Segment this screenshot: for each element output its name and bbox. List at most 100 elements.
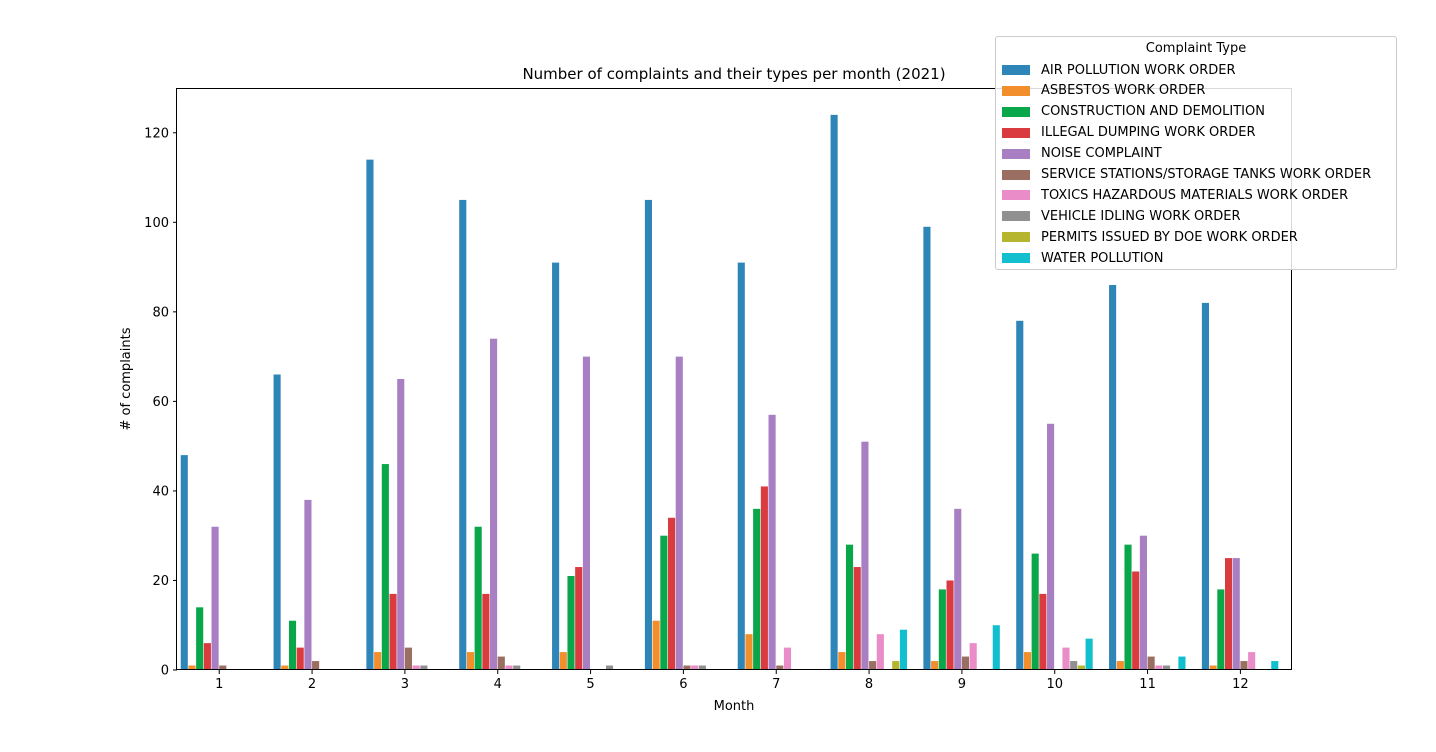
legend-item: PERMITS ISSUED BY DOE WORK ORDER (1002, 227, 1298, 247)
bar (374, 652, 382, 670)
bar (219, 665, 227, 670)
bar (845, 544, 854, 670)
bar (961, 656, 970, 670)
bar (946, 580, 954, 670)
bar (776, 665, 784, 670)
bar (861, 441, 869, 670)
bar (420, 665, 428, 670)
bar (1116, 661, 1124, 670)
bar (1109, 284, 1117, 670)
chart-title: Number of complaints and their types per… (522, 65, 945, 83)
bar (1031, 553, 1039, 670)
bar (1132, 571, 1140, 670)
legend-label: SERVICE STATIONS/STORAGE TANKS WORK ORDE… (1041, 167, 1372, 182)
bar (466, 652, 475, 670)
bar (180, 455, 188, 670)
bar (660, 535, 668, 670)
legend-swatch (1002, 169, 1030, 180)
legend-item: VEHICLE IDLING WORK ORDER (1002, 206, 1241, 226)
bar (1209, 665, 1217, 670)
legend-swatch (1002, 232, 1030, 243)
y-tick-label: 20 (152, 574, 169, 589)
bar (1047, 423, 1055, 670)
legend-swatch (1002, 106, 1030, 117)
bar (1248, 652, 1256, 670)
legend-label: ASBESTOS WORK ORDER (1041, 83, 1206, 99)
bar (1147, 656, 1155, 670)
bar (505, 665, 513, 670)
bar (838, 652, 846, 670)
bar (1023, 652, 1032, 670)
legend-label: CONSTRUCTION AND DEMOLITION (1041, 104, 1265, 120)
bar (459, 199, 467, 671)
bar (605, 665, 614, 670)
bar (490, 338, 498, 670)
y-tick-label: 60 (152, 395, 169, 410)
bar (683, 665, 691, 670)
plot-frame (176, 88, 1292, 670)
legend-item: ILLEGAL DUMPING WORK ORDER (1002, 123, 1256, 143)
legend-item: NOISE COMPLAINT (1002, 144, 1162, 164)
bar (1039, 593, 1047, 670)
bar (567, 575, 575, 670)
y-axis-ticks: 0 20 40 60 80 100 120 (144, 126, 177, 679)
x-tick-label: 2 (308, 677, 316, 692)
bar (497, 656, 505, 670)
legend-swatch (1002, 127, 1030, 138)
bar (691, 665, 699, 670)
bar (892, 661, 900, 670)
bar (1085, 638, 1093, 670)
legend-label: NOISE COMPLAINT (1041, 146, 1162, 162)
bar (304, 499, 312, 670)
legend-label: AIR POLLUTION WORK ORDER (1041, 62, 1236, 78)
bar (273, 374, 281, 670)
bar (211, 526, 219, 670)
bar (482, 593, 490, 670)
bar (1217, 589, 1225, 670)
bar (404, 647, 413, 670)
legend-item: SERVICE STATIONS/STORAGE TANKS WORK ORDE… (1002, 165, 1371, 185)
y-tick-label: 40 (152, 484, 169, 499)
x-tick-label: 8 (865, 677, 873, 692)
bar (281, 665, 289, 670)
bar (876, 634, 884, 670)
bar (366, 159, 374, 670)
y-tick-label: 0 (161, 664, 169, 679)
bar (969, 643, 977, 670)
bar (188, 665, 196, 670)
x-tick-label: 3 (401, 677, 409, 692)
bar (869, 661, 877, 670)
x-axis-label: Month (714, 699, 755, 714)
x-tick-label: 1 (215, 677, 223, 692)
bar (1178, 656, 1186, 670)
legend-swatch (1002, 65, 1030, 75)
legend-item: AIR POLLUTION WORK ORDER (1002, 60, 1235, 80)
bar (312, 661, 320, 670)
bar (1201, 302, 1209, 670)
bar (675, 356, 683, 670)
bar (412, 665, 420, 670)
x-tick-label: 10 (1046, 677, 1063, 692)
bar (698, 665, 706, 670)
bar (652, 620, 660, 670)
bar (389, 593, 397, 670)
legend-label: VEHICLE IDLING WORK ORDER (1041, 208, 1241, 224)
legend-label: TOXICS HAZARDOUS MATERIALS WORK ORDER (1041, 187, 1349, 203)
legend-label: ILLEGAL DUMPING WORK ORDER (1041, 125, 1256, 141)
bar (582, 356, 590, 670)
legend-label: WATER POLLUTION (1041, 250, 1164, 266)
bar (783, 647, 792, 670)
legend-swatch (1002, 148, 1030, 159)
bar (644, 199, 652, 671)
x-tick-label: 9 (958, 677, 966, 692)
legend-item: WATER POLLUTION (1002, 248, 1164, 268)
legend: Complaint Type AIR POLLUTION WORK ORDER A… (995, 36, 1397, 270)
bar (737, 262, 745, 670)
x-tick-label: 12 (1232, 677, 1249, 692)
bar (288, 620, 297, 670)
legend-swatch (1002, 85, 1030, 96)
bar (1240, 661, 1248, 670)
bar (196, 607, 204, 670)
legend-item: CONSTRUCTION AND DEMOLITION (1002, 102, 1265, 122)
bar (1016, 320, 1024, 670)
